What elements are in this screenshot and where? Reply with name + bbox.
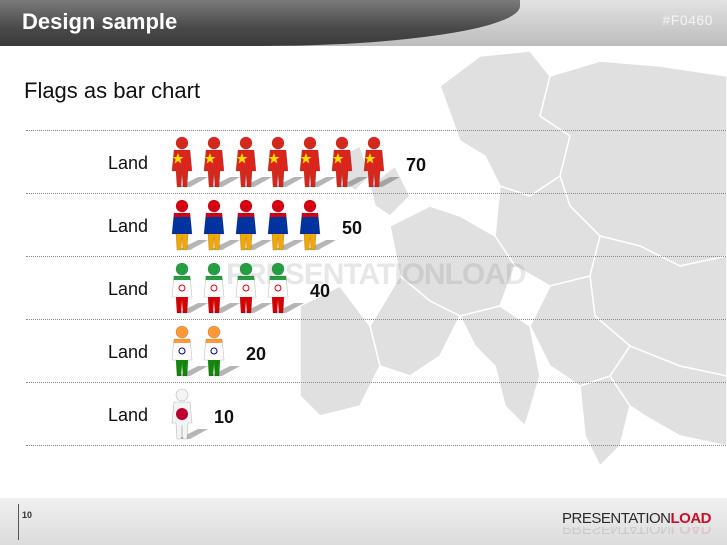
brand-text-part1: PRESENTATION	[562, 510, 671, 527]
category-label: Land	[108, 342, 149, 362]
row-divider	[26, 319, 726, 320]
person-icon	[360, 135, 400, 191]
world-map	[300, 50, 727, 468]
row-divider	[26, 445, 726, 446]
row-divider	[26, 382, 726, 383]
person-icon	[328, 135, 368, 191]
person-icon	[264, 261, 304, 317]
data-label: 70	[406, 155, 427, 175]
brand-text-part2: LOAD	[670, 510, 712, 527]
row-divider	[26, 256, 726, 257]
person-icon	[200, 261, 240, 317]
person-icon	[200, 324, 240, 380]
person-icon	[168, 261, 208, 317]
person-icon	[296, 135, 336, 191]
person-icon	[264, 198, 304, 254]
footer-divider	[18, 504, 19, 540]
data-label: 40	[310, 281, 331, 301]
data-label: 20	[246, 344, 267, 364]
chart-title: Flags as bar chart	[24, 78, 201, 103]
person-icon	[264, 135, 304, 191]
person-icon	[200, 135, 240, 191]
person-icon	[168, 135, 208, 191]
person-icon	[168, 198, 208, 254]
person-icon	[200, 198, 240, 254]
header-bar: Design sample #F0460	[0, 0, 727, 46]
person-icon	[232, 198, 272, 254]
person-icon	[168, 324, 208, 380]
category-label: Land	[108, 216, 149, 236]
person-icon	[232, 261, 272, 317]
row-divider	[26, 193, 726, 194]
design-code: #F0460	[662, 12, 713, 28]
data-label: 10	[214, 407, 235, 427]
person-icon	[296, 198, 336, 254]
data-label: 50	[342, 218, 363, 238]
category-label: Land	[108, 279, 149, 299]
page-number: 10	[22, 510, 33, 520]
row-divider	[26, 130, 726, 131]
footer: 10 PRESENTATIONLOAD PRESENTATIONLOAD	[0, 498, 727, 545]
page-title: Design sample	[22, 9, 178, 34]
category-label: Land	[108, 405, 149, 425]
person-icon	[232, 135, 272, 191]
logo-reflection: PRESENTATIONLOAD	[562, 527, 711, 537]
person-icon	[168, 387, 208, 443]
category-label: Land	[108, 153, 149, 173]
presentationload-logo: PRESENTATIONLOAD	[562, 510, 711, 527]
